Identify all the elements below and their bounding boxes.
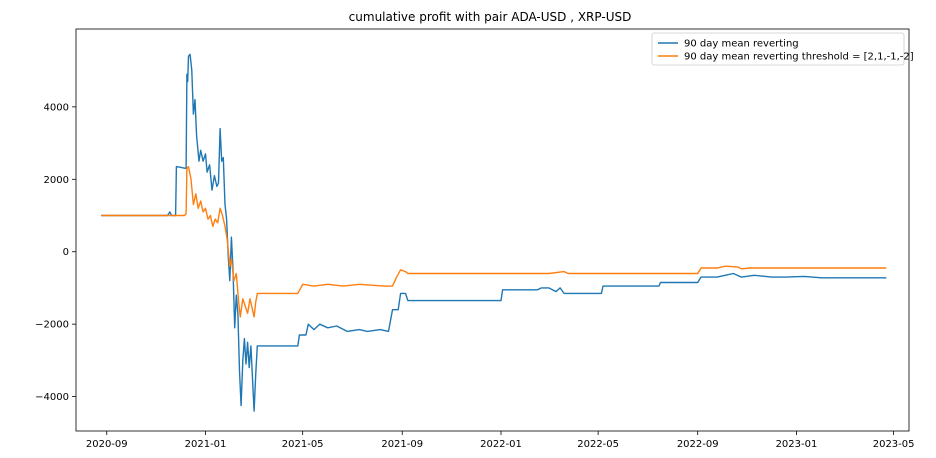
plot-background [76, 29, 909, 431]
series-line-2 [101, 165, 887, 318]
x-tick-label: 2022-09 [677, 439, 719, 450]
axes-frame [75, 28, 910, 432]
legend-box [651, 32, 905, 66]
legend: 90 day mean reverting 90 day mean reverti… [651, 32, 914, 66]
x-tick-label: 2021-05 [282, 439, 324, 450]
axes-layer: 2020-09 2021-01 2021-05 2021-09 2022-01 2022-… [35, 28, 915, 450]
y-tick-label: −4000 [35, 392, 69, 403]
y-tick-label: 4000 [44, 102, 69, 113]
y-tick-label: 0 [63, 247, 69, 258]
x-tick-label: 2022-05 [577, 439, 619, 450]
series-line-1 [101, 53, 887, 412]
x-tick-label: 2022-01 [480, 439, 522, 450]
x-tick-label: 2020-09 [86, 439, 128, 450]
x-tick-label: 2023-05 [873, 439, 915, 450]
y-tick-label: 2000 [44, 175, 69, 186]
x-tick-label: 2021-09 [381, 439, 423, 450]
x-tick-label: 2021-01 [185, 439, 227, 450]
legend-label: 90 day mean reverting threshold = [2,1,-… [684, 52, 914, 63]
legend-label: 90 day mean reverting [684, 39, 799, 50]
y-tick-label: −2000 [35, 320, 69, 331]
series-layer [101, 53, 887, 412]
plot-area [76, 29, 909, 431]
chart-title: cumulative profit with pair ADA-USD , XR… [349, 10, 632, 24]
x-tick-label: 2023-01 [776, 439, 818, 450]
